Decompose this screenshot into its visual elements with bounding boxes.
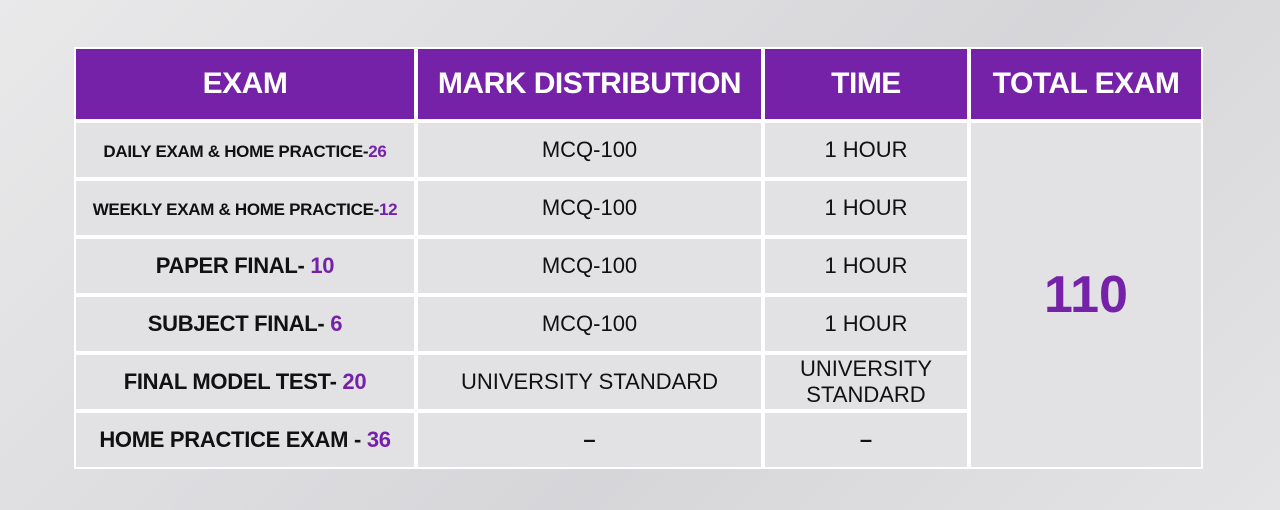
table-row: PAPER FINAL- 10 MCQ-100 1 HOUR [74, 237, 1203, 295]
exam-name: HOME PRACTICE EXAM - [99, 427, 367, 452]
table-header-row: EXAM MARK DISTRIBUTION TIME TOTAL EXAM [74, 47, 1203, 121]
exam-cell: HOME PRACTICE EXAM - 36 [74, 411, 416, 469]
exam-name: PAPER FINAL- [155, 253, 311, 278]
time-cell: 1 HOUR [763, 295, 969, 353]
mark-cell: MCQ-100 [416, 237, 763, 295]
exam-count: 36 [366, 427, 391, 452]
time-cell: 1 HOUR [763, 179, 969, 237]
header-mark-distribution: MARK DISTRIBUTION [416, 47, 763, 121]
exam-name: FINAL MODEL TEST- [123, 369, 343, 394]
exam-count: 6 [330, 311, 343, 336]
exam-cell: DAILY EXAM & HOME PRACTICE-26 [74, 121, 416, 179]
header-exam: EXAM [74, 47, 416, 121]
time-cell: UNIVERSITY STANDARD [763, 353, 969, 411]
exam-cell: PAPER FINAL- 10 [74, 237, 416, 295]
exam-count: 26 [368, 142, 387, 161]
time-cell: 1 HOUR [763, 121, 969, 179]
table-row: WEEKLY EXAM & HOME PRACTICE-12 MCQ-100 1… [74, 179, 1203, 237]
exam-count: 10 [310, 253, 335, 278]
mark-cell: MCQ-100 [416, 179, 763, 237]
exam-name: SUBJECT FINAL- [147, 311, 331, 336]
table-row: SUBJECT FINAL- 6 MCQ-100 1 HOUR [74, 295, 1203, 353]
exam-cell: FINAL MODEL TEST- 20 [74, 353, 416, 411]
exam-count: 12 [378, 200, 398, 219]
time-cell: – [763, 411, 969, 469]
exam-cell: WEEKLY EXAM & HOME PRACTICE-12 [74, 179, 416, 237]
exam-cell: SUBJECT FINAL- 6 [74, 295, 416, 353]
exam-table: EXAM MARK DISTRIBUTION TIME TOTAL EXAM D… [74, 47, 1203, 469]
mark-cell: – [416, 411, 763, 469]
exam-count: 20 [342, 369, 367, 394]
header-total-exam: TOTAL EXAM [969, 47, 1203, 121]
time-cell: 1 HOUR [763, 237, 969, 295]
table-row: HOME PRACTICE EXAM - 36 – – [74, 411, 1203, 469]
header-time: TIME [763, 47, 969, 121]
mark-cell: MCQ-100 [416, 121, 763, 179]
table-row: DAILY EXAM & HOME PRACTICE-26 MCQ-100 1 … [74, 121, 1203, 469]
mark-cell: MCQ-100 [416, 295, 763, 353]
exam-name: DAILY EXAM & HOME PRACTICE- [103, 142, 369, 161]
total-exam-value: 110 [969, 121, 1203, 469]
mark-cell: UNIVERSITY STANDARD [416, 353, 763, 411]
exam-name: WEEKLY EXAM & HOME PRACTICE- [92, 200, 380, 219]
table-row: FINAL MODEL TEST- 20 UNIVERSITY STANDARD… [74, 353, 1203, 411]
